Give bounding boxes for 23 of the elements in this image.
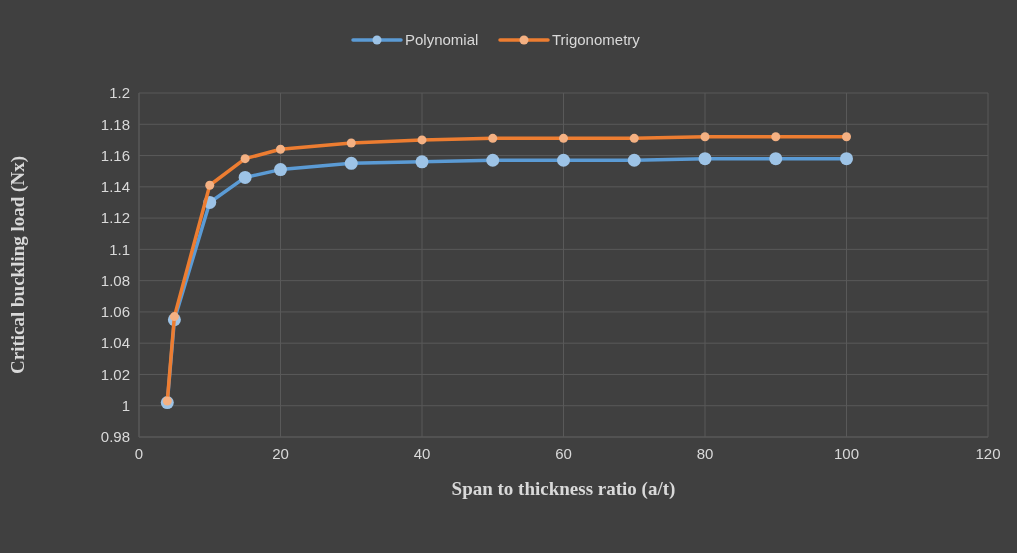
y-tick-label: 1.16	[100, 146, 130, 164]
x-tick-label: 80	[696, 445, 714, 462]
y-tick-label: 1.1	[109, 240, 130, 258]
y-tick-label: 1.12	[100, 209, 130, 227]
y-tick-label: 1.2	[109, 84, 130, 102]
x-axis-title: Span to thickness ratio (a/t)	[451, 478, 676, 500]
x-tick-label: 100	[833, 445, 860, 462]
y-tick-label: 1.04	[100, 334, 130, 352]
y-tick-label: 0.98	[100, 428, 130, 446]
x-tick-label: 20	[272, 445, 289, 462]
x-tick-label: 60	[555, 445, 572, 462]
x-tick-label: 40	[413, 445, 431, 462]
y-tick-label: 1.14	[100, 178, 130, 196]
legend-label: Trigonometry	[552, 31, 641, 49]
y-tick-label: 1.08	[100, 271, 130, 289]
y-tick-label: 1.02	[100, 365, 130, 383]
y-axis-title: Critical buckling load (Nx)	[7, 156, 29, 374]
y-tick-label: 1.06	[100, 303, 130, 321]
legend-label: Polynomial	[405, 31, 479, 49]
y-tick-label: 1.18	[100, 115, 130, 133]
x-tick-label: 120	[975, 445, 1001, 462]
y-tick-label: 1	[121, 396, 130, 414]
x-tick-label: 0	[134, 445, 144, 462]
